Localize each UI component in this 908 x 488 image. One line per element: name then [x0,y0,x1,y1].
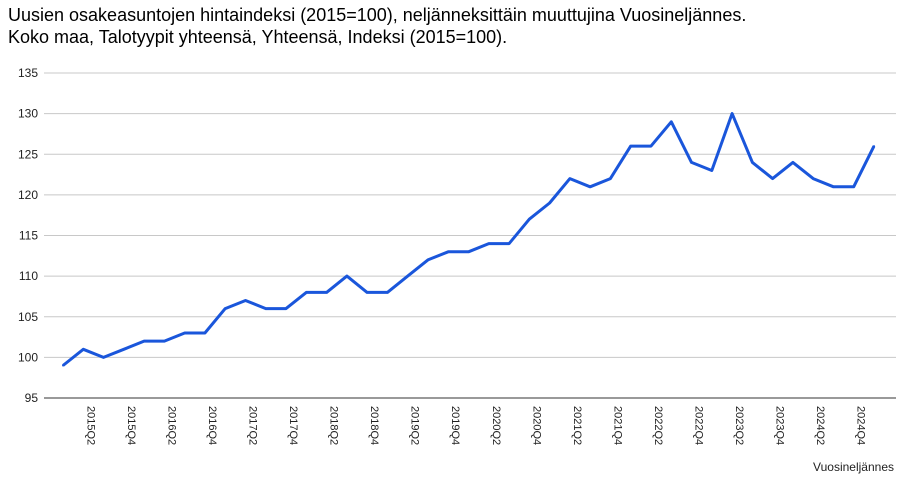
data-point [122,348,125,351]
data-point [62,364,64,367]
data-point [244,299,247,302]
data-point [386,291,389,294]
x-tick-label: 2020Q2 [490,406,502,445]
x-tick-label: 2024Q4 [855,406,867,445]
x-tick-label: 2017Q2 [246,406,258,445]
chart-title-line-2: Koko maa, Talotyypit yhteensä, Yhteensä,… [8,27,508,47]
data-point [548,202,551,204]
data-point [82,348,85,351]
data-point [751,161,754,164]
y-axis-ticks: 95 100 105 110 115 120 125 130 135 [18,66,38,405]
chart-title: Uusien osakeasuntojen hintaindeksi (2015… [8,4,746,48]
x-tick-label: 2019Q4 [449,406,461,445]
data-point [528,218,531,221]
x-tick-label: 2021Q4 [611,406,623,445]
data-point [426,258,429,261]
x-axis-label: Vuosineljännes [813,460,894,474]
data-point [183,332,186,334]
x-tick-label: 2018Q2 [328,406,340,445]
x-tick-label: 2023Q2 [733,406,745,445]
x-tick-label: 2019Q2 [409,406,421,445]
data-point [366,291,369,294]
x-tick-label: 2015Q2 [84,406,96,445]
y-tick-label: 125 [18,147,38,161]
x-tick-label: 2016Q4 [206,406,218,445]
data-point [305,291,308,294]
x-tick-label: 2015Q4 [125,406,137,445]
data-point [224,307,227,310]
x-tick-label: 2024Q2 [814,406,826,445]
data-point [852,185,855,188]
x-tick-label: 2021Q2 [571,406,583,445]
x-tick-label: 2023Q4 [774,406,786,445]
x-axis-ticks: 2015Q2 2015Q4 2016Q2 2016Q4 2017Q2 2017Q4 2018… [84,406,866,445]
data-point [589,185,592,188]
y-tick-label: 100 [18,350,38,364]
y-tick-label: 105 [18,310,38,324]
data-point [163,340,166,343]
y-tick-label: 110 [19,269,38,283]
data-point [670,120,673,123]
data-point [609,177,612,180]
gridlines [44,72,896,399]
data-point [285,307,288,310]
data-point [771,177,774,180]
y-tick-label: 115 [19,229,38,243]
series-group [62,112,876,367]
data-point [791,161,794,164]
data-point [649,145,652,148]
data-point [143,340,146,343]
data-point [568,177,571,180]
x-tick-label: 2016Q2 [165,406,177,445]
chart-title-line-1: Uusien osakeasuntojen hintaindeksi (2015… [8,5,747,25]
data-point [264,307,267,310]
data-point [873,145,875,148]
y-tick-label: 135 [18,66,38,80]
data-point [467,250,470,253]
y-tick-label: 130 [18,107,38,121]
series-line [62,112,876,367]
data-point [203,332,206,334]
data-point [710,169,713,172]
data-point [812,177,815,180]
data-point [325,291,328,294]
x-tick-label: 2018Q4 [368,406,380,445]
data-point [629,145,632,148]
data-point [731,112,734,115]
x-tick-label: 2022Q2 [652,406,664,445]
data-point [832,185,835,188]
data-point [345,275,348,278]
data-point [102,356,105,359]
x-tick-label: 2020Q4 [530,406,542,445]
x-tick-label: 2022Q4 [693,406,705,445]
data-point [406,275,409,278]
y-tick-label: 120 [18,188,38,202]
data-point [487,242,490,245]
data-point [447,250,450,253]
y-tick-label: 95 [25,391,39,405]
data-point [690,161,693,164]
data-point [508,242,511,245]
x-tick-label: 2017Q4 [287,406,299,445]
